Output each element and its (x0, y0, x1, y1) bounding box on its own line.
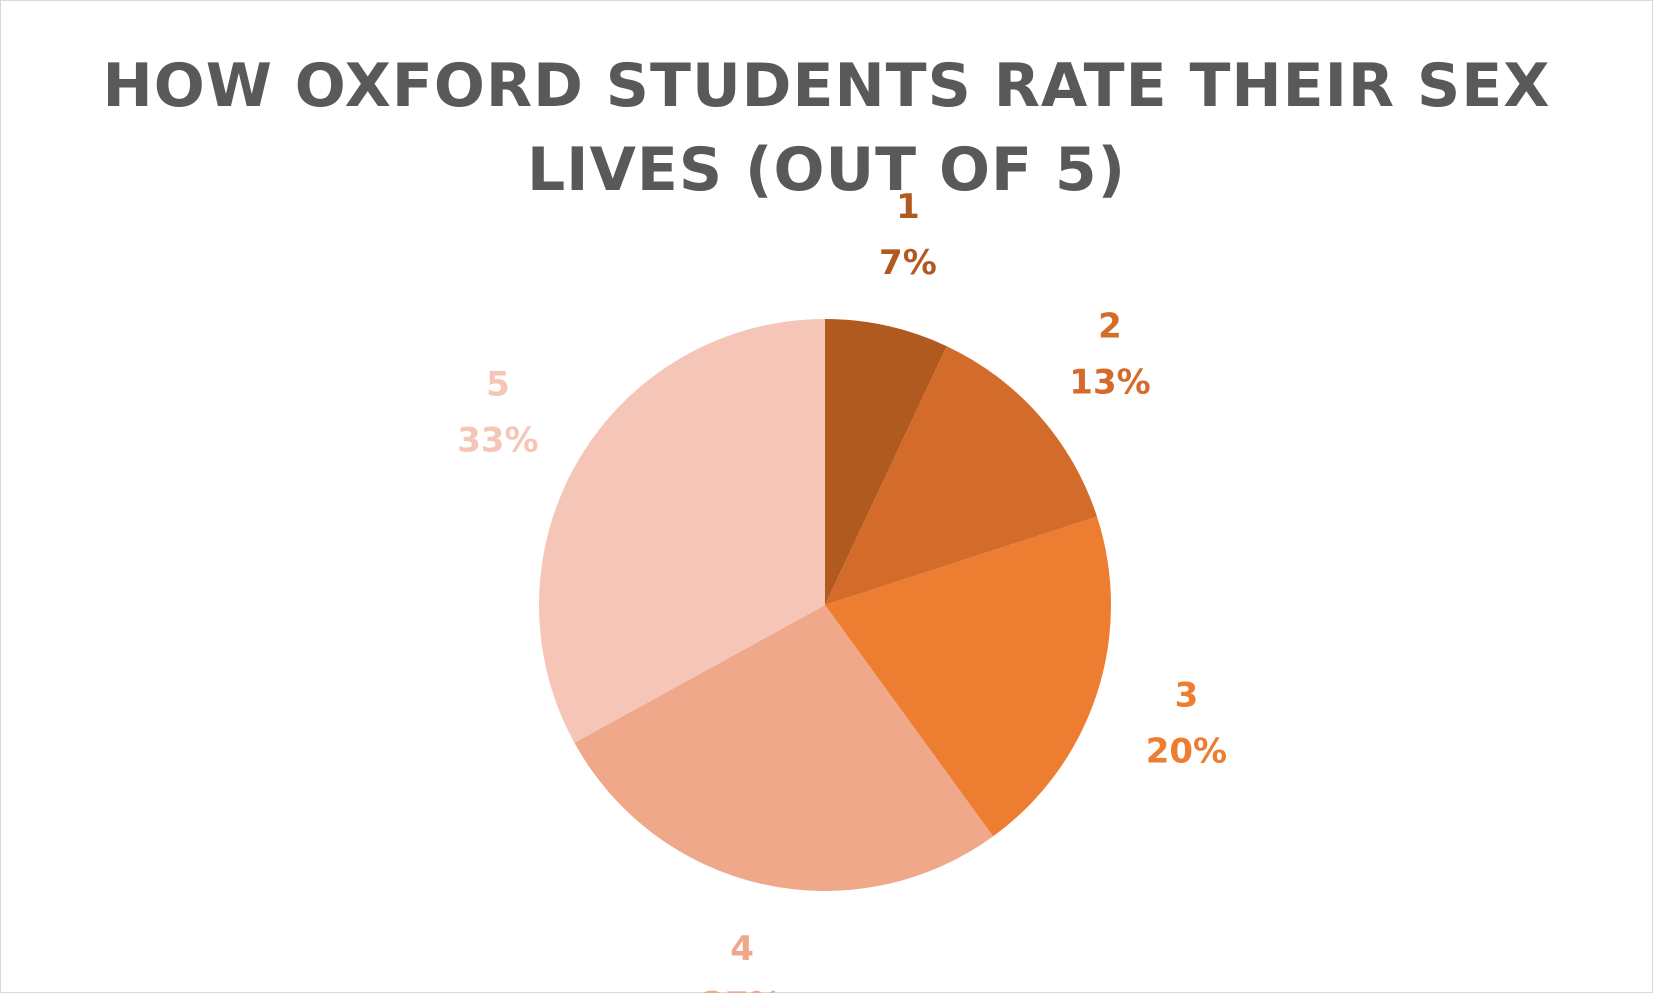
pie-slice-2 (825, 346, 1097, 605)
data-label-category-3: 3 (1175, 675, 1199, 715)
chart-title-line-1: HOW OXFORD STUDENTS RATE THEIR SEX (102, 51, 1551, 121)
data-label-category-1: 1 (896, 187, 920, 227)
pie-data-labels: 1 7% 2 13% 3 20% 4 27% 5 33% (457, 187, 1227, 993)
data-label-category-2: 2 (1098, 307, 1122, 347)
data-label-percent-2: 13% (1069, 363, 1150, 403)
chart-title: HOW OXFORD STUDENTS RATE THEIR SEX LIVES… (0, 44, 1653, 212)
data-label-category-4: 4 (730, 929, 754, 969)
pie-slices (539, 319, 1111, 892)
chart-title-line-2: LIVES (OUT OF 5) (526, 135, 1127, 205)
pie-slice-4 (574, 605, 994, 892)
data-label-percent-3: 20% (1146, 731, 1227, 771)
data-label-percent-4: 27% (701, 985, 782, 993)
data-label-percent-1: 7% (879, 243, 937, 283)
pie-slice-5 (539, 319, 825, 743)
pie-slice-3 (825, 516, 1111, 837)
data-label-percent-5: 33% (457, 421, 538, 461)
data-label-category-5: 5 (486, 365, 510, 405)
pie-slice-1 (825, 319, 947, 605)
